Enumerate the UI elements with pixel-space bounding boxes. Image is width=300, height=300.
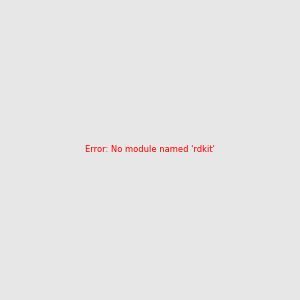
Text: Error: No module named 'rdkit': Error: No module named 'rdkit' (85, 146, 215, 154)
